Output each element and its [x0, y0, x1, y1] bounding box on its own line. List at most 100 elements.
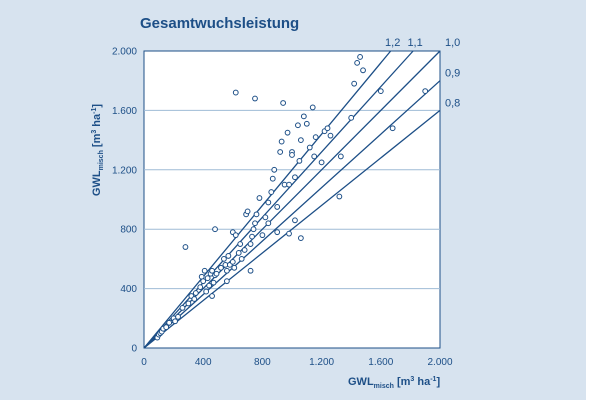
data-point-70 — [300, 113, 307, 120]
data-point-49 — [253, 211, 260, 218]
data-point-46 — [249, 233, 255, 240]
ratio-label-0: 1,2 — [385, 37, 400, 49]
data-points — [154, 54, 429, 341]
data-point-96 — [265, 220, 272, 227]
ratio-label-1: 1,1 — [407, 37, 422, 49]
x-axis-label: GWLmisch [m3 ha-1] — [348, 376, 440, 390]
scatter-chart: Gesamtwuchsleistung 0 400 800 1.200 1.600 2.0… — [91, 15, 460, 390]
data-point-47 — [250, 226, 257, 233]
data-point-52 — [262, 214, 269, 221]
chart-title: Gesamtwuchsleistung — [140, 15, 299, 32]
data-point-11 — [182, 244, 189, 250]
x-tick-label-5: 2.000 — [427, 357, 452, 368]
data-point-73 — [309, 104, 316, 111]
y-tick-label-1: 400 — [120, 284, 137, 295]
data-point-16 — [197, 284, 204, 291]
data-point-21 — [204, 275, 211, 282]
x-tick-label-1: 400 — [195, 357, 212, 368]
data-point-63 — [286, 181, 292, 188]
reference-line-3 — [143, 80, 441, 349]
y-tick-label-3: 1.200 — [112, 165, 137, 176]
y-axis-label: GWLmisch [m3 ha-1] — [91, 104, 105, 196]
data-point-39 — [235, 250, 242, 256]
data-point-95 — [274, 229, 281, 236]
data-point-90 — [377, 88, 384, 94]
data-point-89 — [422, 88, 429, 94]
data-point-67 — [295, 122, 301, 129]
data-point-14 — [191, 296, 198, 302]
data-point-15 — [192, 290, 199, 296]
data-point-55 — [269, 175, 276, 182]
data-point-86 — [348, 114, 355, 121]
ratio-label-4: 0,8 — [445, 97, 460, 109]
data-point-25 — [210, 279, 217, 286]
ratio-labels: 1,2 1,1 1,0 0,9 0,8 — [385, 37, 460, 109]
data-point-87 — [337, 153, 344, 160]
data-point-9 — [175, 313, 181, 320]
data-point-20 — [203, 288, 210, 295]
data-point-28 — [212, 226, 218, 233]
data-point-48 — [252, 220, 258, 227]
data-point-94 — [292, 217, 298, 224]
data-point-42 — [241, 247, 248, 253]
data-point-98 — [223, 278, 230, 285]
data-point-68 — [296, 157, 303, 164]
data-point-85 — [360, 67, 366, 74]
data-point-29 — [218, 264, 224, 271]
x-tick-label-2: 800 — [254, 357, 271, 368]
y-tick-labels: 0 400 800 1.200 1.600 2.000 — [112, 47, 137, 355]
data-point-99 — [209, 293, 215, 299]
data-point-54 — [268, 189, 275, 195]
data-point-88 — [389, 125, 396, 132]
data-point-97 — [247, 267, 254, 274]
data-point-56 — [271, 166, 278, 173]
data-point-37 — [231, 264, 238, 271]
data-point-83 — [354, 59, 361, 66]
ratio-label-3: 0,9 — [445, 68, 460, 80]
data-point-38 — [232, 232, 239, 239]
data-point-69 — [297, 137, 304, 144]
data-point-32 — [223, 267, 230, 274]
x-tick-label-4: 1.600 — [368, 357, 393, 368]
x-tick-label-0: 0 — [141, 357, 147, 368]
data-point-62 — [284, 129, 291, 136]
y-tick-label-0: 0 — [131, 344, 137, 355]
y-tick-label-5: 2.000 — [112, 47, 137, 58]
page-margin — [586, 0, 600, 400]
data-point-45 — [247, 241, 254, 247]
data-point-76 — [318, 159, 325, 166]
data-point-24 — [209, 267, 215, 274]
data-point-19 — [201, 267, 208, 274]
data-point-80 — [232, 89, 239, 96]
data-point-57 — [274, 204, 281, 210]
data-point-75 — [312, 134, 319, 141]
data-point-66 — [292, 174, 298, 181]
reference-line-4 — [143, 109, 441, 349]
data-point-44 — [244, 208, 251, 215]
data-point-58 — [277, 149, 284, 155]
data-point-91 — [336, 193, 343, 200]
x-tick-label-3: 1.200 — [309, 357, 334, 368]
data-point-51 — [259, 232, 266, 239]
data-point-18 — [200, 278, 207, 285]
data-point-6 — [166, 319, 173, 326]
y-tick-label-2: 800 — [120, 225, 137, 236]
data-point-5 — [163, 324, 170, 331]
data-point-33 — [225, 253, 232, 259]
data-point-93 — [286, 230, 292, 237]
ratio-label-2: 1,0 — [445, 37, 460, 49]
data-point-81 — [252, 95, 258, 102]
x-tick-labels: 0 400 800 1.200 1.600 2.000 — [141, 357, 453, 368]
data-point-84 — [357, 54, 363, 60]
data-point-65 — [289, 152, 295, 158]
data-point-22 — [206, 282, 213, 289]
data-point-50 — [256, 195, 263, 201]
y-tick-label-4: 1.600 — [112, 106, 137, 117]
data-point-72 — [306, 144, 313, 151]
data-point-78 — [324, 125, 331, 132]
data-point-12 — [185, 300, 192, 307]
data-point-30 — [221, 256, 227, 262]
data-point-92 — [297, 235, 304, 242]
data-point-74 — [311, 153, 318, 160]
data-point-59 — [278, 138, 285, 145]
